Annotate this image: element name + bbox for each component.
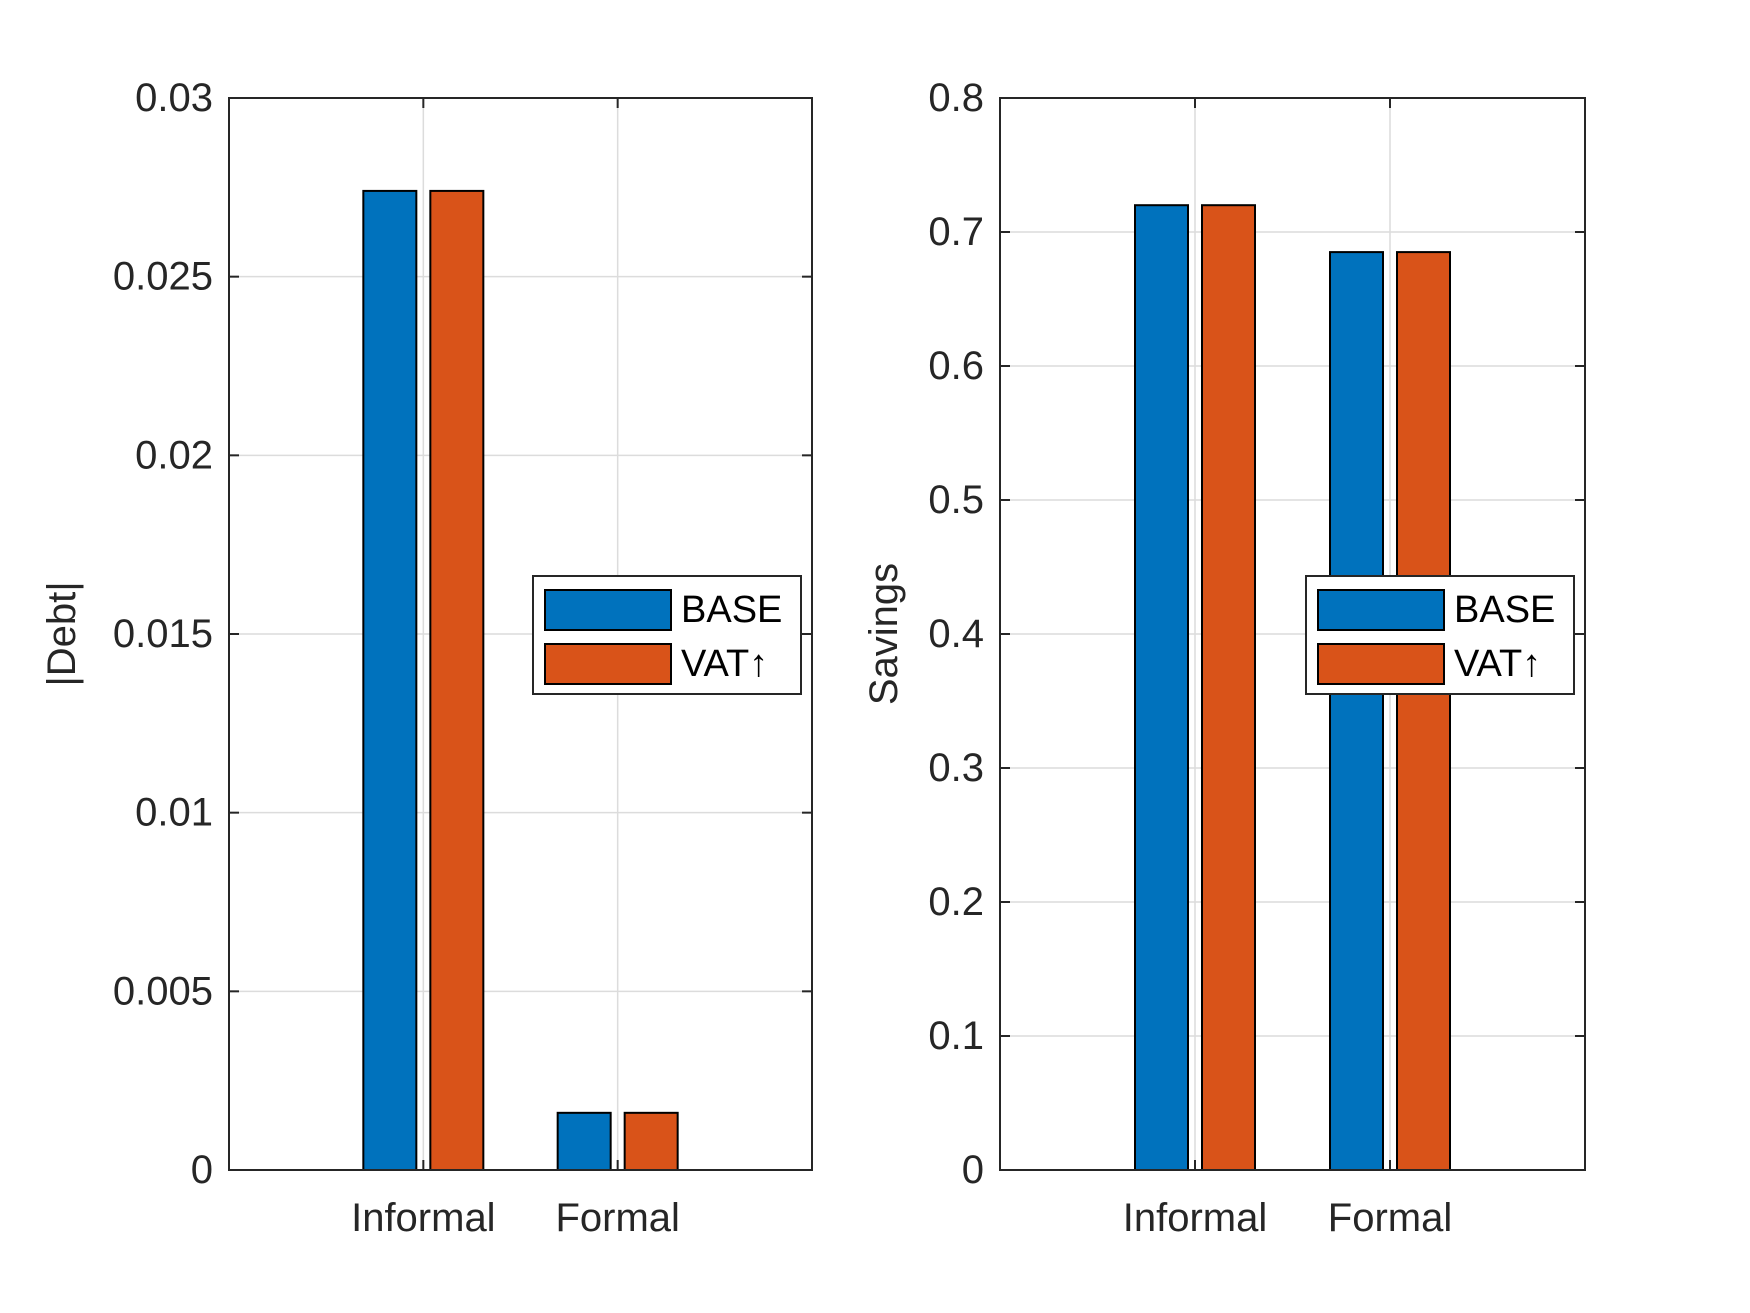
y-tick-label: 0.005 (113, 969, 213, 1013)
y-tick-label: 0 (191, 1148, 213, 1192)
legend: BASE VAT↑ (532, 575, 802, 695)
y-tick-label: 0.02 (135, 433, 213, 477)
y-tick-label: 0.5 (928, 478, 984, 522)
y-tick-label: 0.03 (135, 76, 213, 120)
bar-vat-informal (1201, 204, 1256, 1171)
legend-label: VAT↑ (681, 643, 768, 685)
y-tick-label: 0.3 (928, 746, 984, 790)
bar-vat-formal (1396, 251, 1451, 1172)
y-axis-label: Savings (862, 563, 906, 705)
legend-swatch (544, 589, 672, 631)
chart-panel-2: 0 0.1 0.2 0.3 0.4 0.5 0.6 0.7 0.8 Informal Formal S… (862, 76, 1586, 1240)
y-tick-label: 0 (962, 1148, 984, 1192)
bar-base-informal (1134, 204, 1189, 1171)
bar-vat-informal (429, 189, 485, 1171)
legend: BASE VAT↑ (1305, 575, 1575, 695)
legend-label: BASE (681, 589, 782, 631)
y-tick-label: 0.7 (928, 210, 984, 254)
y-tick-label: 0.1 (928, 1014, 984, 1058)
y-tick-label: 0.2 (928, 880, 984, 924)
y-axis-label: |Debt| (40, 581, 84, 686)
x-tick-label: Formal (1328, 1196, 1452, 1240)
legend-label: VAT↑ (1454, 643, 1541, 685)
y-tick-label: 0.8 (928, 76, 984, 120)
y-tick-label: 0.6 (928, 344, 984, 388)
x-tick-label: Informal (1123, 1196, 1268, 1240)
x-tick-label: Informal (351, 1196, 496, 1240)
legend-swatch (1317, 643, 1445, 685)
legend-swatch (1317, 589, 1445, 631)
x-tick-label: Formal (555, 1196, 679, 1240)
y-tick-label: 0.015 (113, 612, 213, 656)
bar-base-formal (1329, 251, 1384, 1172)
bar-vat-formal (623, 1111, 679, 1171)
legend-label: BASE (1454, 589, 1555, 631)
y-tick-label: 0.01 (135, 791, 213, 835)
chart-panel-1: 0 0.005 0.01 0.015 0.02 0.025 0.03 Informal Form… (40, 76, 813, 1240)
bar-base-formal (556, 1111, 612, 1171)
y-tick-label: 0.4 (928, 612, 984, 656)
y-tick-label: 0.025 (113, 255, 213, 299)
bar-base-informal (362, 189, 418, 1171)
charts-layer: 0 0.005 0.01 0.015 0.02 0.025 0.03 Informal Form… (40, 76, 1586, 1240)
legend-swatch (544, 643, 672, 685)
